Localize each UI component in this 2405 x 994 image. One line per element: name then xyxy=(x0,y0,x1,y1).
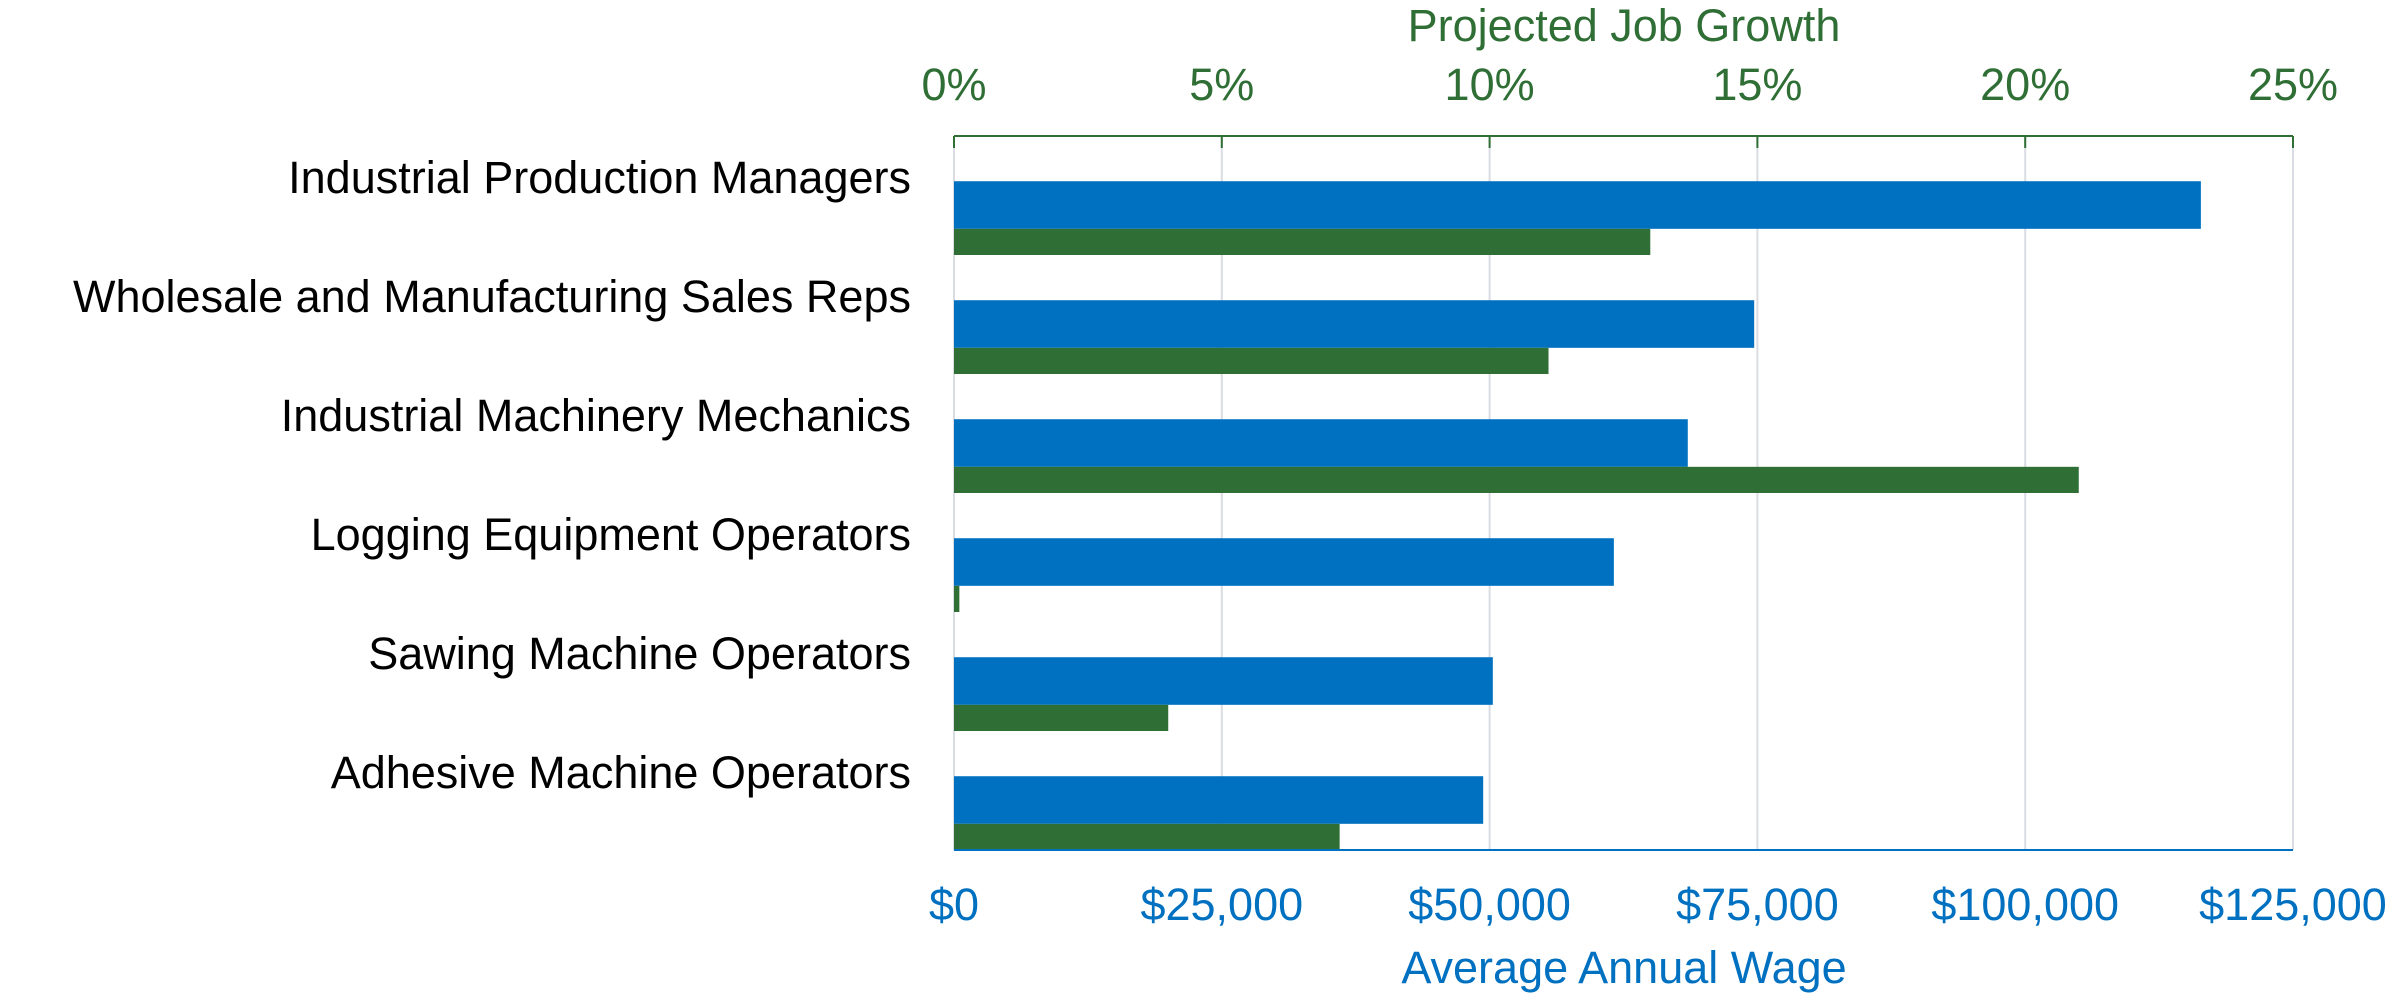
x2-tick-label: 20% xyxy=(1980,59,2070,110)
x-tick-label: $100,000 xyxy=(1931,879,2119,930)
bar xyxy=(954,466,2079,493)
bar xyxy=(954,704,1169,731)
x2-tick-label: 0% xyxy=(921,59,986,110)
x-tick-label: $75,000 xyxy=(1676,879,1839,930)
x-tick-label: $0 xyxy=(929,879,979,930)
bar xyxy=(954,300,1755,348)
category-label: Adhesive Machine Operators xyxy=(331,747,911,798)
category-label: Wholesale and Manufacturing Sales Reps xyxy=(73,271,911,322)
category-label: Sawing Machine Operators xyxy=(368,628,911,679)
bar xyxy=(954,347,1549,374)
x-tick-label: $25,000 xyxy=(1140,879,1303,930)
category-label: Industrial Production Managers xyxy=(288,152,911,203)
bar xyxy=(954,228,1651,255)
bar xyxy=(954,181,2201,229)
x2-axis-title: Projected Job Growth xyxy=(1408,0,1841,51)
bar xyxy=(954,538,1614,586)
category-label: Logging Equipment Operators xyxy=(311,509,911,560)
x-axis-title: Average Annual Wage xyxy=(1401,942,1846,993)
bar xyxy=(954,419,1688,467)
x2-tick-label: 15% xyxy=(1712,59,1802,110)
category-label: Industrial Machinery Mechanics xyxy=(281,390,911,441)
bar xyxy=(954,585,960,612)
x2-tick-label: 10% xyxy=(1445,59,1535,110)
x2-tick-label: 5% xyxy=(1189,59,1254,110)
bar xyxy=(954,776,1484,824)
bar xyxy=(954,657,1493,705)
x2-tick-label: 25% xyxy=(2248,59,2338,110)
x-tick-label: $50,000 xyxy=(1408,879,1571,930)
bar xyxy=(954,823,1340,850)
x-tick-label: $125,000 xyxy=(2199,879,2387,930)
